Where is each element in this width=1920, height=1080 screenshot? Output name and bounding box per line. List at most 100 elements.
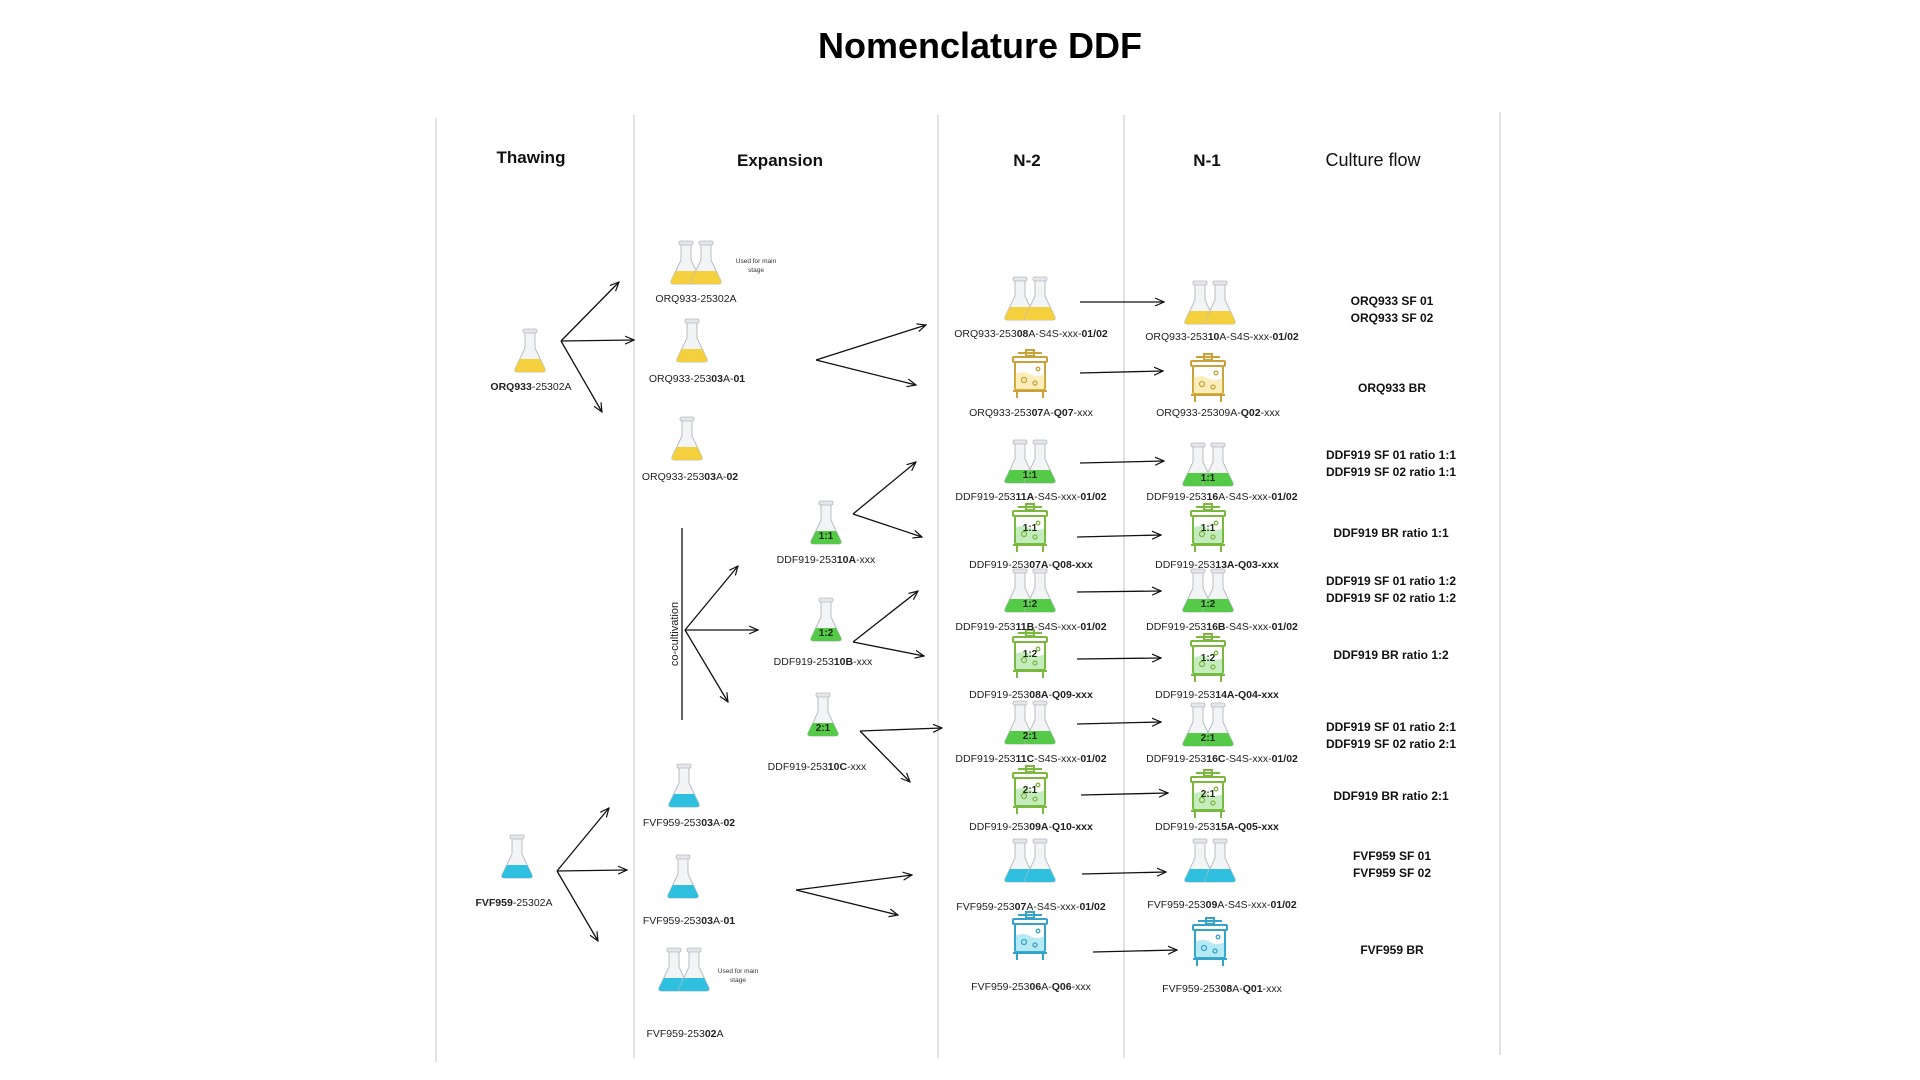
flask-orq933-01-icon xyxy=(676,318,708,363)
flask-orq933-main-icon xyxy=(670,240,722,285)
label-ddf919-10c: DDF919-25310C-xxx xyxy=(768,761,867,773)
flow-arrow xyxy=(852,591,918,643)
culture-flow-ddf-br-12: DDF919 BR ratio 1:2 xyxy=(1333,648,1449,662)
n2-flasks-ddf919-11-icon: 1:1 xyxy=(1004,439,1056,484)
n1-bioreactor-ddf919-15a-icon: 2:1 xyxy=(1190,769,1226,818)
column-header-n1: N-1 xyxy=(1193,151,1220,170)
n1-bioreactor-orq933-icon xyxy=(1190,353,1226,402)
culture-flow-fvf-br: FVF959 BR xyxy=(1360,943,1424,957)
flow-arrow xyxy=(560,340,634,341)
ratio-label: 1:1 xyxy=(1023,523,1038,534)
ratio-label: 2:1 xyxy=(1201,733,1216,744)
label-n2-ddf919-br-12: DDF919-25308A-Q09-xxx xyxy=(969,689,1093,701)
label-n1-orq933-sf: ORQ933-25310A-S4S-xxx-01/02 xyxy=(1145,331,1299,343)
flow-arrow xyxy=(560,340,602,412)
label-n2-ddf919-br-11: DDF919-25307A-Q08-xxx xyxy=(969,559,1093,571)
n1-bioreactor-fvf959-icon xyxy=(1192,917,1228,966)
label-n1-orq933-br: ORQ933-25309A-Q02-xxx xyxy=(1156,407,1280,419)
flow-arrow xyxy=(795,889,898,915)
flow-arrow xyxy=(852,462,916,515)
n2-flasks-fvf959-icon xyxy=(1004,838,1056,883)
ratio-label: 1:2 xyxy=(1201,653,1216,664)
n2-bioreactor-ddf919-12-icon: 1:2 xyxy=(1012,629,1048,678)
ratio-label: 2:1 xyxy=(1201,789,1216,800)
label-n2-ddf919-br-21: DDF919-25309A-Q10-xxx xyxy=(969,821,1093,833)
flask-fvf959-02-icon xyxy=(668,763,700,808)
ratio-label: 1:2 xyxy=(1201,599,1216,610)
label-n2-ddf919-sf-12: DDF919-25311B-S4S-xxx-01/02 xyxy=(955,621,1106,633)
ratio-label: 2:1 xyxy=(1023,785,1038,796)
n1-bioreactor-ddf919-13a-icon: 1:1 xyxy=(1190,503,1226,552)
label-n1-ddf919-sf-21: DDF919-25316C-S4S-xxx-01/02 xyxy=(1146,753,1298,765)
label-n2-fvf959-sf: FVF959-25307A-S4S-xxx-01/02 xyxy=(956,901,1106,913)
flow-arrow xyxy=(556,808,609,872)
label-n2-orq933-sf: ORQ933-25308A-S4S-xxx-01/02 xyxy=(954,328,1108,340)
column-header-expansion: Expansion xyxy=(737,151,823,170)
flask-orq933-02-icon xyxy=(671,416,703,461)
ratio-label: 2:1 xyxy=(1023,731,1038,742)
flow-arrow xyxy=(1076,591,1161,592)
vessel-labels: ORQ933-25302A FVF959-25302A ORQ933-25302A O… xyxy=(475,293,1298,1040)
label-n1-ddf919-sf-12: DDF919-25316B-S4S-xxx-01/02 xyxy=(1146,621,1298,633)
ratio-label: 1:1 xyxy=(1201,523,1216,534)
label-n1-fvf959-sf: FVF959-25309A-S4S-xxx-01/02 xyxy=(1147,899,1297,911)
culture-flow-orq-br: ORQ933 BR xyxy=(1358,381,1426,395)
label-orq933-01: ORQ933-25303A-01 xyxy=(649,373,745,385)
culture-flow-ddf-sf-12: DDF919 SF 01 ratio 1:2 DDF919 SF 02 ratio… xyxy=(1326,574,1456,605)
n2-flasks-ddf919-12-icon: 1:2 xyxy=(1004,568,1056,613)
culture-flow-ddf-br-21: DDF919 BR ratio 2:1 xyxy=(1333,789,1449,803)
flow-arrow xyxy=(1079,371,1163,373)
thawing-flask-fvf959-icon xyxy=(501,834,533,879)
flow-arrow xyxy=(1076,658,1161,659)
label-thawing-orq933: ORQ933-25302A xyxy=(490,381,571,393)
column-dividers xyxy=(435,112,1501,1062)
flow-arrow xyxy=(1081,872,1166,874)
n2-bioreactor-fvf959-icon xyxy=(1012,911,1048,960)
culture-flow-labels: ORQ933 SF 01 ORQ933 SF 02 ORQ933 BR DDF919 … xyxy=(1326,294,1456,957)
flow-arrow xyxy=(859,730,910,782)
label-n1-ddf919-br-21: DDF919-25315A-Q05-xxx xyxy=(1155,821,1279,833)
flow-arrow xyxy=(815,359,916,385)
flow-arrow xyxy=(684,629,728,702)
ratio-label: 1:2 xyxy=(1023,599,1038,610)
flask-ddf919-10b-icon: 1:2 xyxy=(810,597,842,642)
n1-flasks-ddf919-16c-icon: 2:1 xyxy=(1182,702,1234,747)
label-n2-fvf959-br: FVF959-25306A-Q06-xxx xyxy=(971,981,1091,993)
thawing-flask-orq933-icon xyxy=(514,328,546,373)
flow-arrow xyxy=(795,875,912,891)
label-n2-ddf919-sf-21: DDF919-25311C-S4S-xxx-01/02 xyxy=(955,753,1106,765)
label-n1-ddf919-sf-11: DDF919-25316A-S4S-xxx-01/02 xyxy=(1146,491,1297,503)
label-n1-ddf919-br-12: DDF919-25314A-Q04-xxx xyxy=(1155,689,1279,701)
n2-flasks-orq933-icon xyxy=(1004,276,1056,321)
label-thawing-fvf959: FVF959-25302A xyxy=(475,897,552,909)
flask-ddf919-10a-icon: 1:1 xyxy=(810,500,842,545)
flow-arrow xyxy=(1092,950,1177,952)
culture-flow-orq-sf: ORQ933 SF 01 ORQ933 SF 02 xyxy=(1351,294,1434,325)
main-stage-note-fvf: Used for main stage xyxy=(718,968,759,984)
culture-flow-ddf-sf-11: DDF919 SF 01 ratio 1:1 DDF919 SF 02 ratio… xyxy=(1326,448,1456,479)
flow-arrow xyxy=(1076,722,1161,724)
n2-bioreactor-ddf919-21-icon: 2:1 xyxy=(1012,765,1048,814)
flask-ddf919-10c-icon: 2:1 xyxy=(807,692,839,737)
n1-flasks-orq933-icon xyxy=(1184,280,1236,325)
flow-arrow xyxy=(852,641,924,656)
n1-bioreactor-ddf919-14a-icon: 1:2 xyxy=(1190,633,1226,682)
label-n1-ddf919-br-11: DDF919-25313A-Q03-xxx xyxy=(1155,559,1279,571)
label-n1-fvf959-br: FVF959-25308A-Q01-xxx xyxy=(1162,983,1282,995)
flow-arrows xyxy=(556,282,1177,952)
column-header-n2: N-2 xyxy=(1013,151,1040,170)
label-n2-ddf919-sf-11: DDF919-25311A-S4S-xxx-01/02 xyxy=(955,491,1106,503)
n1-flasks-ddf919-16b-icon: 1:2 xyxy=(1182,568,1234,613)
flow-arrow xyxy=(560,282,619,342)
column-header-thawing: Thawing xyxy=(497,148,566,167)
ratio-label: 1:1 xyxy=(819,531,834,542)
n2-flasks-ddf919-21-icon: 2:1 xyxy=(1004,700,1056,745)
ratio-label: 1:2 xyxy=(819,628,834,639)
flow-arrow xyxy=(684,566,738,631)
label-orq933-02: ORQ933-25303A-02 xyxy=(642,471,738,483)
n1-flasks-ddf919-16a-icon: 1:1 xyxy=(1182,442,1234,487)
culture-flow-fvf-sf: FVF959 SF 01 FVF959 SF 02 xyxy=(1353,849,1431,880)
co-cultivation-label: co-cultivation xyxy=(669,602,681,666)
flow-arrow xyxy=(556,870,598,941)
flow-arrow xyxy=(852,513,922,537)
